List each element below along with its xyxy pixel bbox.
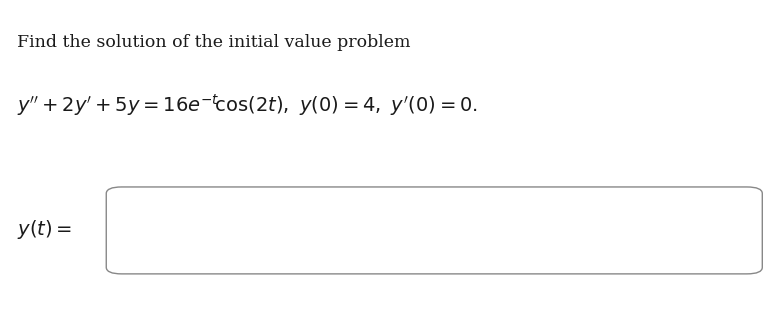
FancyBboxPatch shape [106, 187, 762, 274]
Text: $y'' + 2y' + 5y = 16e^{-t}\!\cos(2t),\ y(0) = 4,\ y'(0) = 0.$: $y'' + 2y' + 5y = 16e^{-t}\!\cos(2t),\ y… [17, 92, 477, 118]
Text: $y(t) =$: $y(t) =$ [17, 218, 72, 241]
Text: Find the solution of the initial value problem: Find the solution of the initial value p… [17, 34, 410, 51]
